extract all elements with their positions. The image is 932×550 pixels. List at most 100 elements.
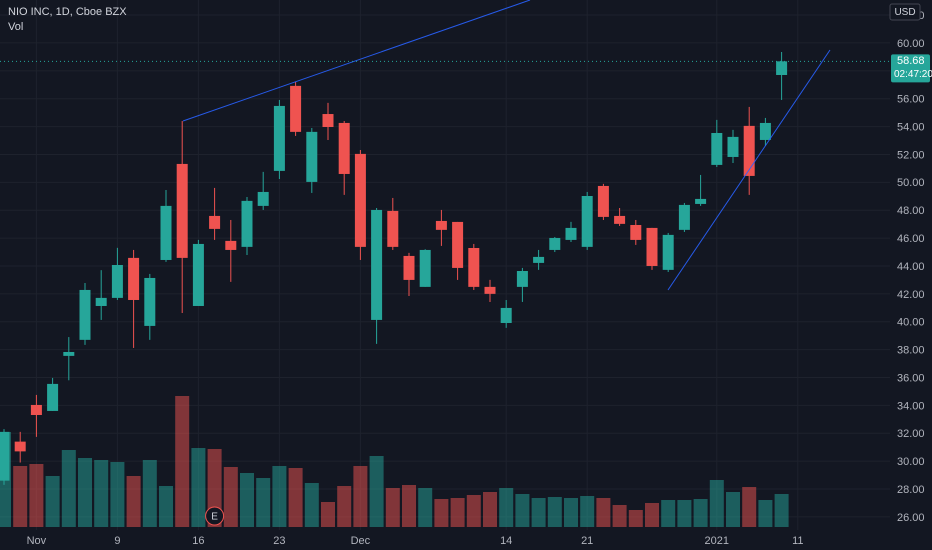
- candle-body: [662, 234, 674, 270]
- x-tick-label: 16: [192, 535, 204, 547]
- candle-body: [597, 185, 609, 217]
- candle-body: [711, 132, 723, 165]
- candle-body: [403, 255, 415, 280]
- candle-body: [581, 195, 593, 247]
- y-tick-label: 44.00: [897, 261, 925, 273]
- volume-bar: [661, 500, 676, 527]
- volume-bar: [726, 492, 740, 527]
- volume-bar: [142, 460, 157, 527]
- y-tick-label: 34.00: [897, 400, 925, 412]
- candle-body: [47, 383, 59, 411]
- candle-body: [565, 227, 577, 240]
- price-axis: [890, 0, 932, 550]
- candle-body: [695, 198, 707, 204]
- candle-body: [419, 249, 431, 287]
- candle-body: [111, 265, 123, 298]
- currency: USD: [894, 7, 915, 18]
- candle-body: [30, 404, 42, 415]
- candle-body: [192, 243, 204, 306]
- volume-bar: [304, 483, 319, 527]
- volume-bar: [223, 467, 238, 527]
- candle-body: [678, 204, 690, 230]
- grid: [0, 0, 890, 530]
- candle-body: [176, 163, 188, 258]
- volume-bar: [645, 503, 659, 527]
- candle-body: [500, 307, 512, 323]
- candle-body: [0, 431, 10, 481]
- candle-body: [759, 122, 771, 140]
- x-tick-label: 23: [273, 535, 285, 547]
- candle-body: [290, 85, 302, 132]
- candle-body: [128, 257, 140, 300]
- x-tick-label: Dec: [351, 535, 371, 547]
- volume-bar: [288, 468, 303, 527]
- candle-body: [646, 227, 658, 266]
- volume-bar: [385, 488, 400, 527]
- y-tick-label: 48.00: [897, 205, 925, 217]
- y-tick-label: 46.00: [897, 233, 925, 245]
- volume-bar: [159, 486, 173, 527]
- volume-pane: [0, 396, 789, 527]
- volume-bar: [240, 473, 254, 527]
- volume-bar: [677, 500, 692, 527]
- candle-body: [79, 289, 91, 340]
- y-tick-label: 54.00: [897, 121, 925, 133]
- volume-bar: [515, 494, 530, 527]
- x-tick-label: Nov: [27, 535, 47, 547]
- y-tick-label: 26.00: [897, 512, 925, 524]
- y-tick-label: 56.00: [897, 94, 925, 106]
- candle-body: [630, 224, 642, 240]
- volume-bar: [564, 498, 578, 527]
- earnings-badge: [205, 506, 225, 526]
- volume-bar: [78, 458, 92, 527]
- candle-body: [387, 210, 399, 247]
- volume-bar: [61, 450, 76, 527]
- volume-bar: [742, 487, 757, 527]
- candle-body: [257, 191, 269, 206]
- volume-bar: [531, 498, 546, 527]
- candle-body: [209, 215, 221, 229]
- candle-body: [273, 105, 285, 171]
- candle-body: [435, 220, 447, 230]
- earnings-label: E: [211, 512, 218, 523]
- y-tick-label: 38.00: [897, 345, 925, 357]
- last-price-label: 58.68: [897, 55, 925, 67]
- candle-body: [371, 209, 383, 320]
- y-tick-label: 40.00: [897, 317, 925, 329]
- volume-bar: [434, 499, 449, 527]
- volume-bar: [709, 480, 724, 527]
- candle-body: [354, 153, 366, 247]
- candle-body: [776, 61, 788, 75]
- x-tick-label: 11: [792, 535, 803, 547]
- candle-body: [95, 297, 107, 306]
- volume-bar: [110, 462, 125, 527]
- y-tick-label: 52.00: [897, 149, 925, 161]
- x-tick-label: 21: [581, 535, 593, 547]
- candle-body: [144, 277, 156, 326]
- volume-bar: [13, 466, 28, 527]
- volume-bar: [466, 495, 481, 527]
- candle-body: [225, 240, 237, 250]
- x-tick-label: 2021: [705, 535, 729, 547]
- volume-bar: [596, 498, 611, 527]
- candle-body: [63, 351, 75, 356]
- volume-bar: [499, 488, 514, 527]
- candle-body: [727, 136, 739, 157]
- currency-badge[interactable]: [889, 3, 921, 21]
- candle-body: [614, 215, 626, 224]
- volume-bar: [580, 496, 595, 527]
- candle-body: [322, 114, 334, 127]
- y-tick-label: 42.00: [897, 289, 925, 301]
- candle-body: [14, 441, 26, 452]
- volume-bar: [126, 476, 141, 527]
- candle-body: [516, 270, 528, 287]
- volume-bar: [402, 485, 416, 527]
- y-tick-label: 30.00: [897, 456, 925, 468]
- trend-line[interactable]: [182, 0, 531, 122]
- candle-body: [160, 205, 172, 260]
- volume-bar: [29, 464, 44, 527]
- y-tick-label: 36.00: [897, 372, 925, 384]
- trend-line[interactable]: [667, 49, 831, 291]
